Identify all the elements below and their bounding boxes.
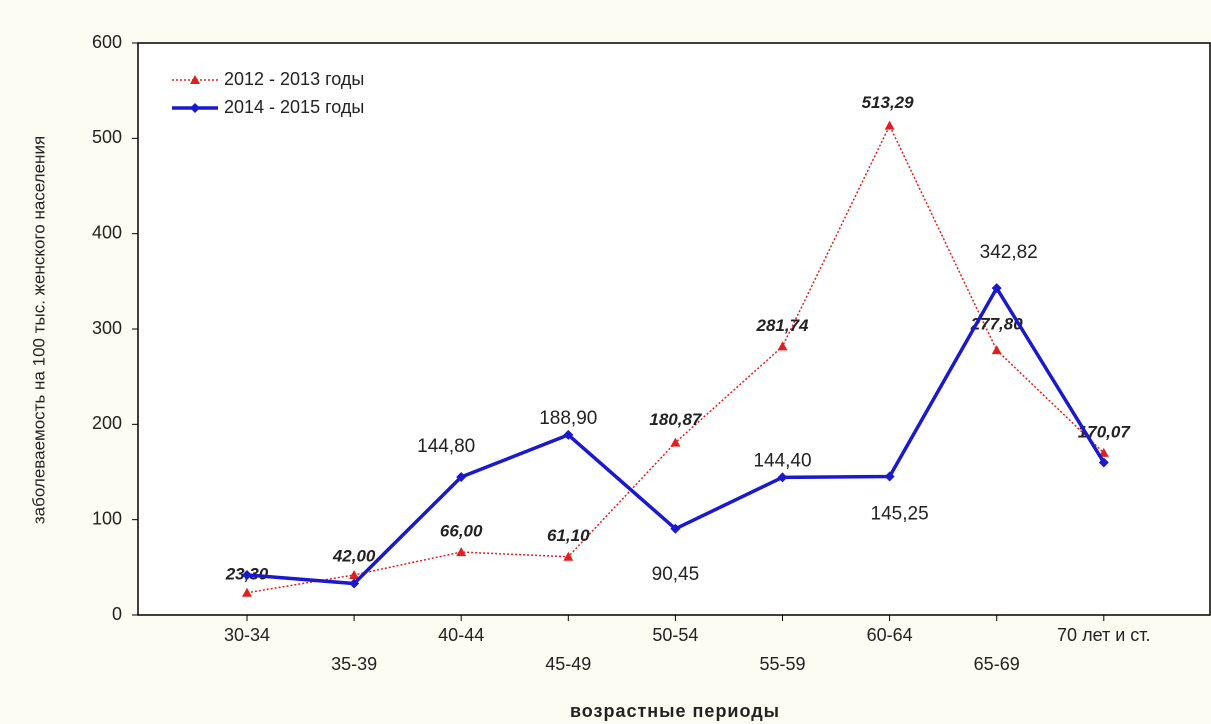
value-label: 277,80 — [970, 315, 1024, 334]
point — [456, 547, 467, 557]
y-tick-label: 600 — [92, 32, 122, 52]
value-label: 513,29 — [862, 93, 915, 112]
value-label: 281,74 — [756, 316, 810, 335]
value-label: 42,00 — [332, 546, 376, 565]
value-label: 145,25 — [871, 504, 929, 525]
y-tick-label: 500 — [92, 127, 122, 147]
point — [190, 75, 200, 84]
point — [777, 472, 788, 483]
point — [563, 551, 574, 561]
value-label: 144,40 — [753, 450, 811, 471]
point — [190, 103, 200, 113]
point — [456, 471, 467, 482]
legend-label: 2014 - 2015 годы — [224, 97, 364, 117]
value-label: 188,90 — [539, 408, 597, 429]
value-label: 90,45 — [652, 564, 700, 585]
x-axis-label: возрастные периоды — [570, 701, 780, 721]
x-tick-label: 55-59 — [759, 654, 805, 674]
value-label: 66,00 — [440, 522, 483, 541]
point — [991, 283, 1002, 294]
x-tick-label: 45-49 — [545, 654, 591, 674]
y-tick-label: 0 — [112, 604, 122, 624]
point — [670, 523, 681, 534]
x-tick-label: 65-69 — [974, 654, 1020, 674]
y-tick-label: 200 — [92, 413, 122, 433]
point — [563, 429, 574, 440]
point — [349, 569, 360, 579]
y-tick-label: 300 — [92, 318, 122, 338]
y-tick-label: 100 — [92, 508, 122, 528]
x-tick-label: 50-54 — [652, 625, 698, 645]
x-tick-label: 70 лет и ст. — [1057, 625, 1151, 645]
x-tick-label: 35-39 — [331, 654, 377, 674]
point — [242, 587, 252, 597]
legend-label: 2012 - 2013 годы — [224, 69, 364, 89]
x-tick-label: 30-34 — [224, 625, 270, 645]
x-tick-label: 60-64 — [867, 625, 913, 645]
value-label: 342,82 — [980, 242, 1038, 263]
point — [884, 471, 895, 482]
point — [670, 437, 681, 447]
y-tick-label: 400 — [92, 222, 122, 242]
point — [884, 120, 895, 130]
point — [777, 341, 788, 351]
y-axis-label: заболеваемость на 100 тыс. женского насе… — [29, 136, 48, 524]
x-tick-label: 40-44 — [438, 625, 484, 645]
point — [349, 578, 360, 589]
point — [991, 345, 1002, 355]
point — [1098, 447, 1109, 457]
value-label: 180,87 — [649, 410, 703, 429]
value-label: 61,10 — [547, 526, 590, 545]
value-label: 170,07 — [1078, 422, 1132, 441]
plot-area — [137, 42, 1211, 616]
point — [1098, 457, 1109, 468]
point — [242, 569, 252, 580]
value-label: 144,80 — [417, 436, 475, 457]
